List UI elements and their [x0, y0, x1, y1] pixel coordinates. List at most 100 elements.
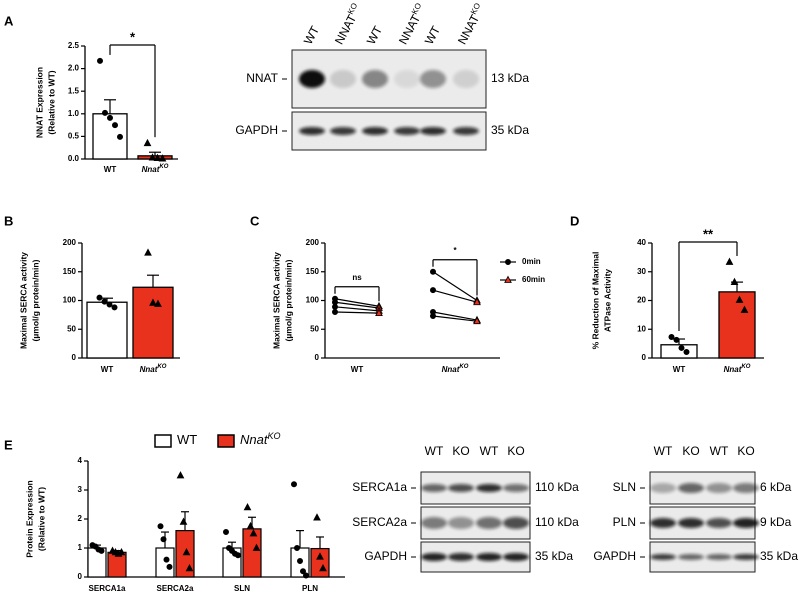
blot-band — [394, 127, 420, 135]
pair-line — [432, 289, 478, 303]
y-axis-title: % Reduction of Maximal — [590, 252, 600, 350]
blot-row-label: PLN — [613, 515, 636, 529]
data-point — [673, 336, 680, 343]
blot-band — [476, 553, 502, 561]
bar — [132, 286, 174, 359]
lane-label-part: KO — [452, 444, 469, 458]
data-point — [234, 552, 241, 559]
data-point — [735, 295, 744, 303]
x-tick-label: NnatKO — [724, 364, 751, 375]
blot-band — [503, 517, 529, 529]
pair-line — [334, 301, 380, 309]
y-axis-title: (µmol/g protein/min) — [283, 259, 293, 341]
blot-band — [362, 127, 388, 135]
data-point — [96, 294, 103, 301]
pair-line — [334, 311, 380, 314]
lane-label-part: WT — [710, 444, 729, 458]
data-point — [166, 563, 173, 570]
y-tick-label: 1.5 — [68, 86, 80, 95]
x-tick-label-part: KO — [157, 364, 166, 370]
blot-size-label: 35 kDa — [760, 549, 798, 563]
data-point — [98, 547, 105, 554]
y-tick-label: 50 — [310, 324, 319, 333]
pair-line — [334, 298, 380, 307]
pair-line — [432, 315, 478, 322]
data-point — [429, 313, 436, 320]
blot-row-label: SLN — [613, 480, 636, 494]
annotation: ns — [352, 273, 362, 282]
blot-size-label: 110 kDa — [535, 515, 579, 529]
blot-band — [330, 127, 356, 135]
lane-label: WT — [364, 23, 385, 47]
blot-band — [650, 554, 676, 560]
data-point — [429, 287, 436, 294]
data-point — [316, 552, 324, 560]
lane-label-part: WT — [422, 23, 443, 47]
y-tick-label: 0 — [78, 572, 83, 581]
data-point — [148, 153, 157, 161]
blot-row-label: GAPDH — [364, 549, 407, 563]
blot-band — [503, 484, 529, 492]
x-tick-label-part: WT — [104, 165, 117, 174]
x-tick-label: WT — [104, 165, 117, 174]
y-tick-label: 2.0 — [68, 64, 80, 73]
x-tick-label: WT — [101, 365, 114, 374]
lane-label: WT — [480, 444, 499, 458]
panel-label: B — [4, 213, 13, 228]
blot-band — [733, 518, 759, 528]
blot-band — [299, 127, 325, 135]
x-tick-label-part: KO — [159, 164, 168, 170]
data-point — [154, 299, 162, 307]
x-tick-label-part: WT — [351, 365, 364, 374]
y-axis-title: Protein Expression — [24, 480, 34, 557]
blot-band — [299, 70, 325, 88]
lane-label-part: WT — [425, 444, 444, 458]
blot-size-label: 9 kDa — [760, 515, 792, 529]
x-tick-label: NnatKO — [142, 164, 169, 175]
blot-row-label: NNAT — [246, 71, 278, 85]
data-point — [678, 344, 685, 351]
x-tick-label-part: WT — [101, 365, 114, 374]
blot-band — [420, 70, 446, 88]
lane-label: WT — [422, 23, 443, 47]
y-tick-label: 0.0 — [68, 154, 80, 163]
lane-label-part: KO — [410, 2, 423, 16]
blot-band — [706, 518, 732, 528]
data-point — [157, 523, 164, 530]
blot-band — [362, 70, 388, 88]
y-axis-title: ATPase Activity — [602, 269, 612, 333]
blot-band — [678, 483, 704, 493]
blot-size-label: 35 kDa — [535, 549, 573, 563]
data-point — [249, 529, 258, 537]
data-point — [176, 471, 185, 479]
legend-label: 60min — [522, 275, 545, 284]
data-point — [740, 305, 749, 313]
lane-label: WT — [425, 444, 444, 458]
legend-swatch — [154, 434, 172, 448]
blot-size-label: 35 kDa — [491, 123, 529, 137]
data-point — [473, 297, 481, 306]
panel-label: C — [250, 213, 260, 228]
y-tick-label: 150 — [306, 267, 320, 276]
lane-label-part: WT — [480, 444, 499, 458]
y-tick-label: 150 — [63, 267, 77, 276]
data-point — [101, 298, 108, 305]
lane-label: KO — [507, 444, 524, 458]
data-point — [504, 275, 512, 283]
data-point — [730, 277, 739, 286]
significance-label: ** — [703, 226, 714, 241]
lane-label: KO — [737, 444, 754, 458]
lane-label-part: WT — [364, 23, 385, 47]
data-point — [106, 301, 113, 308]
bar — [155, 547, 175, 578]
blot-band — [476, 484, 502, 492]
blot-band — [706, 483, 732, 493]
blot-band — [678, 554, 704, 560]
x-tick-label-part: Nnat — [140, 365, 158, 374]
lane-label-part: WT — [301, 23, 322, 47]
data-point — [313, 513, 321, 521]
blot-row-label: GAPDH — [235, 123, 278, 137]
y-axis-title: (Relative to WT) — [46, 70, 56, 134]
y-tick-label: 40 — [637, 238, 646, 247]
